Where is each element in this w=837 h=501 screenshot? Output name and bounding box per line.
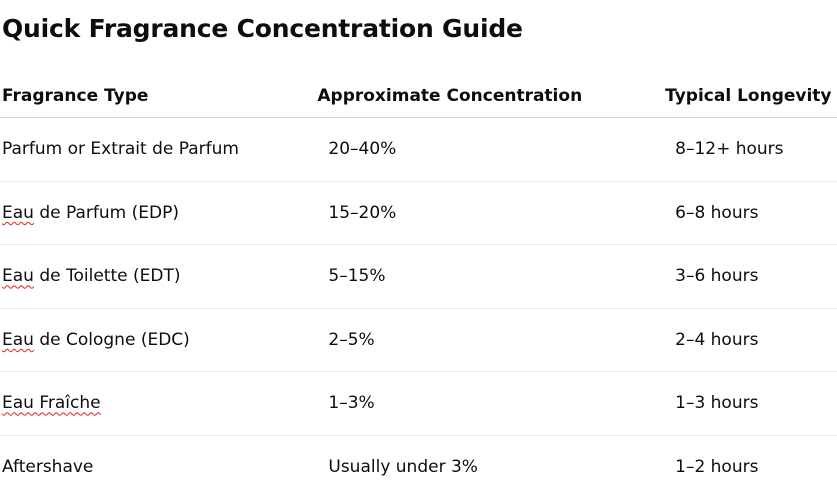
cell-concentration: 5–15%: [317, 244, 666, 309]
page-title: Quick Fragrance Concentration Guide: [2, 14, 523, 43]
cell-fragrance-type: Aftershave: [0, 435, 317, 498]
cell-fragrance-type: Parfum or Extrait de Parfum: [0, 117, 318, 182]
type-text: de Cologne (EDC): [33, 329, 190, 350]
table-row: Aftershave Usually under 3% 1–2 hours: [0, 435, 837, 498]
table-header-row: Fragrance Type Approximate Concentration…: [0, 74, 837, 118]
type-text: de Parfum (EDP): [33, 202, 179, 223]
table-row: Eau Fraîche 1–3% 1–3 hours: [0, 371, 837, 436]
cell-fragrance-type: Eau de Cologne (EDC): [0, 308, 318, 372]
table-row: Eau de Toilette (EDT) 5–15% 3–6 hours: [0, 244, 837, 309]
cell-longevity: 1–3 hours: [665, 371, 837, 436]
spellcheck-word[interactable]: Eau: [2, 329, 34, 350]
header-typical-longevity: Typical Longevity: [665, 74, 837, 118]
header-approximate-concentration: Approximate Concentration: [317, 74, 666, 118]
table-row: Eau de Parfum (EDP) 15–20% 6–8 hours: [0, 181, 837, 245]
spellcheck-word[interactable]: Eau: [2, 202, 34, 223]
spellcheck-word[interactable]: Eau Fraîche: [2, 393, 101, 414]
type-text: Aftershave: [2, 456, 94, 477]
cell-concentration: 1–3%: [317, 371, 666, 436]
type-text: de Toilette (EDT): [33, 266, 181, 287]
cell-concentration: 20–40%: [317, 117, 666, 182]
type-text: Parfum or Extrait de Parfum: [2, 139, 239, 160]
cell-longevity: 2–4 hours: [665, 308, 837, 372]
cell-concentration: Usually under 3%: [328, 456, 478, 477]
cell-concentration: 15–20%: [317, 181, 666, 245]
fragrance-table: Fragrance Type Approximate Concentration…: [0, 74, 837, 498]
table-row: Parfum or Extrait de Parfum 20–40% 8–12+…: [0, 117, 837, 182]
cell-fragrance-type: Eau de Parfum (EDP): [0, 181, 318, 245]
cell-concentration: 2–5%: [317, 308, 666, 372]
cell-longevity: 3–6 hours: [665, 244, 837, 309]
header-fragrance-type: Fragrance Type: [0, 74, 318, 118]
cell-longevity: 8–12+ hours: [665, 117, 837, 182]
cell-longevity: 6–8 hours: [665, 181, 837, 245]
table-row: Eau de Cologne (EDC) 2–5% 2–4 hours: [0, 308, 837, 372]
cell-fragrance-type: Eau de Toilette (EDT): [0, 244, 318, 309]
spellcheck-word[interactable]: Eau: [2, 266, 34, 287]
cell-fragrance-type: Eau Fraîche: [0, 371, 318, 436]
cell-longevity: 1–2 hours: [675, 456, 759, 477]
